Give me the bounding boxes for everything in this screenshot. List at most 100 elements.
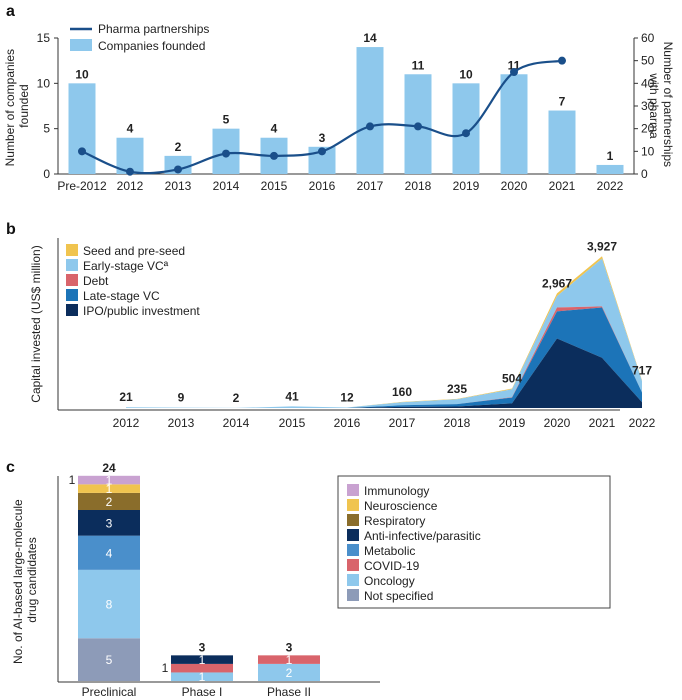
legend-swatch	[347, 574, 359, 586]
line-point-pharma-partnerships	[510, 68, 518, 76]
bar-data-label: 2	[175, 140, 182, 154]
segment-label: 3	[106, 516, 113, 530]
segment-oncology	[171, 672, 233, 681]
x-tick-label: 2022	[597, 179, 624, 193]
line-point-pharma-partnerships	[318, 147, 326, 156]
legend-swatch	[66, 304, 78, 316]
x-tick-label: Preclinical	[82, 685, 137, 699]
legend-companies-founded: Companies founded	[98, 39, 205, 53]
legend-label: Respiratory	[364, 514, 425, 528]
legend-swatch	[347, 499, 359, 511]
x-tick-label: 2015	[261, 179, 288, 193]
side-label: 1	[162, 661, 169, 675]
y2-tick-label: 40	[641, 76, 655, 90]
panel-c-label: c	[6, 459, 15, 476]
x-tick-label: 2012	[113, 416, 140, 430]
legend-swatch	[347, 484, 359, 496]
legend-bar-swatch	[70, 39, 92, 51]
total-label: 21	[119, 390, 133, 404]
legend-swatch	[347, 589, 359, 601]
y2-tick-label: 60	[641, 31, 655, 45]
legend-label: Anti-infective/parasitic	[364, 529, 481, 543]
segment-respiratory	[78, 492, 140, 510]
panel-b: b 2012 21 2013 9 2014 2 2015 41 2016 12 2017 160 201…	[6, 221, 656, 430]
x-tick-label: 2016	[334, 416, 361, 430]
y2-tick-label: 0	[641, 167, 648, 181]
bar-companies-founded	[164, 155, 192, 174]
total-label: 2	[233, 391, 240, 405]
area-ipo-public-investment	[126, 338, 642, 408]
x-tick-label: 2021	[549, 179, 576, 193]
x-tick-label: Pre-2012	[57, 179, 107, 193]
segment-neuroscience	[78, 484, 140, 493]
x-tick-label: 2021	[589, 416, 616, 430]
area-seed-and-pre-seed	[126, 256, 642, 408]
total-label: 41	[285, 389, 299, 403]
total-label: 3	[199, 640, 206, 654]
bar-data-label: 11	[412, 58, 425, 72]
legend-label: Neuroscience	[364, 499, 438, 513]
line-point-pharma-partnerships	[414, 122, 422, 131]
x-tick-label: 2020	[544, 416, 571, 430]
legend-label: COVID-19	[364, 559, 420, 573]
bar-companies-founded	[452, 83, 480, 174]
segment-label: 1	[106, 474, 113, 488]
line-point-pharma-partnerships	[366, 122, 374, 131]
segment-oncology	[78, 569, 140, 639]
panel-a-ylabel: Number of companies founded	[3, 46, 31, 167]
bar-data-label: 3	[319, 131, 326, 145]
panel-a-legend: Pharma partnerships Companies founded	[70, 22, 209, 53]
legend-label: Not specified	[364, 589, 433, 603]
bar-companies-founded	[68, 83, 96, 174]
panel-b-label: b	[6, 221, 16, 238]
y2-tick-label: 30	[641, 99, 655, 113]
legend-swatch	[66, 259, 78, 271]
x-tick-label: 2020	[501, 179, 528, 193]
legend-label: Oncology	[364, 574, 415, 588]
bar-data-label: 4	[127, 122, 134, 136]
total-label: 2,967	[542, 276, 572, 290]
bar-data-label: 1	[607, 149, 614, 163]
x-tick-label: 2013	[165, 179, 192, 193]
panel-a-y2label: Number of partnerships with pharma	[647, 42, 675, 171]
line-point-pharma-partnerships	[222, 149, 230, 158]
segment-label: 1	[199, 653, 206, 667]
segment-label: 5	[106, 653, 113, 667]
segment-label: 1	[106, 482, 113, 496]
segment-label: 8	[106, 598, 113, 612]
bar-data-label: 14	[363, 31, 377, 45]
segment-anti-infective-parasitic	[171, 655, 233, 664]
bar-data-label: 7	[559, 95, 566, 109]
total-label: 3,927	[587, 239, 617, 253]
panel-a-label: a	[6, 3, 15, 20]
segment-label: 1	[286, 653, 293, 667]
x-tick-label: 2015	[279, 416, 306, 430]
legend-swatch	[347, 529, 359, 541]
line-point-pharma-partnerships	[558, 56, 566, 65]
x-tick-label: 2018	[405, 179, 432, 193]
legend-label: Immunology	[364, 484, 429, 498]
total-label: 235	[447, 382, 467, 396]
segment-oncology	[258, 663, 320, 681]
legend-swatch	[66, 244, 78, 256]
legend-label: Early-stage VCª	[83, 259, 169, 273]
line-point-pharma-partnerships	[462, 129, 470, 138]
legend-label: Debt	[83, 274, 109, 288]
legend-swatch	[66, 274, 78, 286]
y-tick-label: 15	[37, 31, 51, 45]
y2-tick-label: 50	[641, 54, 655, 68]
legend-swatch	[66, 289, 78, 301]
x-tick-label: 2017	[357, 179, 384, 193]
segment-label: 2	[286, 666, 293, 680]
bar-data-label: 5	[223, 113, 230, 127]
total-label: 24	[102, 461, 116, 475]
segment-label: 1	[199, 670, 206, 684]
legend-label: Late-stage VC	[83, 289, 160, 303]
y-tick-label: 0	[43, 167, 50, 181]
x-tick-label: 2019	[499, 416, 526, 430]
bar-companies-founded	[548, 110, 576, 174]
bar-companies-founded	[500, 74, 528, 174]
